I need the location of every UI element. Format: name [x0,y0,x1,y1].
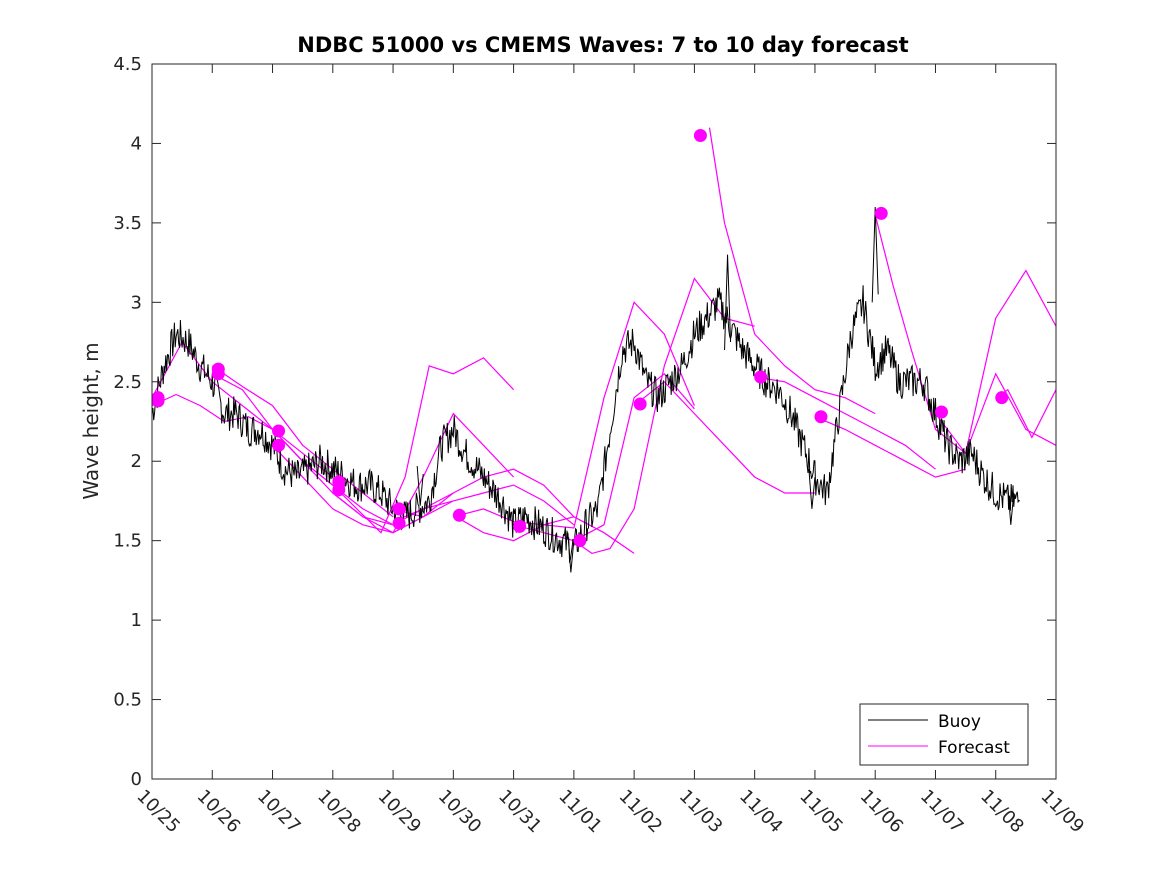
y-tick-label: 0.5 [113,690,142,711]
y-axis-label: Wave height, m [79,342,103,499]
forecast-marker [272,438,286,452]
forecast-marker [934,405,948,419]
forecast-marker [272,424,286,438]
forecast-marker [693,129,707,142]
forecast-marker [874,206,888,220]
forecast-line [874,214,1056,455]
buoy-spike [567,532,575,573]
y-tick-label: 1 [131,610,142,631]
y-tick-label: 2 [131,451,142,472]
forecast-line [332,357,515,534]
forecast-line [754,376,936,470]
legend-forecast-label: Forecast [938,738,1010,758]
forecast-line [814,416,966,478]
buoy-line [152,285,1021,563]
forecast-marker [392,502,406,516]
forecast-line [935,372,1056,455]
legend: Buoy Forecast [859,703,1029,766]
y-tick-label: 2.5 [113,372,142,393]
forecast-line [453,301,695,529]
series-layer [152,127,1056,573]
forecast-marker [573,534,587,548]
y-tick-label: 3.5 [113,213,142,234]
forecast-marker [211,362,225,376]
forecast-marker [452,508,466,522]
y-tick-label: 1.5 [113,531,142,552]
chart-title: NDBC 51000 vs CMEMS Waves: 7 to 10 day f… [297,33,908,57]
buoy-spike [724,254,732,351]
forecast-marker [814,410,828,424]
forecast-line [152,393,334,478]
plot-frame [151,63,1057,780]
forecast-marker [332,483,346,497]
forecast-marker [392,516,406,530]
forecast-line [633,380,815,494]
forecast-line [211,365,394,518]
y-tick-label: 0 [131,769,142,790]
buoy-spike [808,469,816,509]
y-tick-label: 3 [131,292,142,313]
forecast-line [708,127,876,415]
legend-buoy-label: Buoy [938,712,981,732]
legend-box [859,703,1029,766]
forecast-marker [633,397,647,411]
forecast-marker [152,394,165,408]
forecast-marker [513,519,527,533]
buoy-spike [416,465,424,506]
forecast-marker [995,391,1009,405]
buoy-spike [1007,485,1015,525]
forecast-marker [754,370,768,384]
buoy-spike [871,206,879,303]
y-tick-label: 4 [131,133,142,154]
forecast-line [573,277,755,555]
y-tick-label: 4.5 [113,54,142,75]
